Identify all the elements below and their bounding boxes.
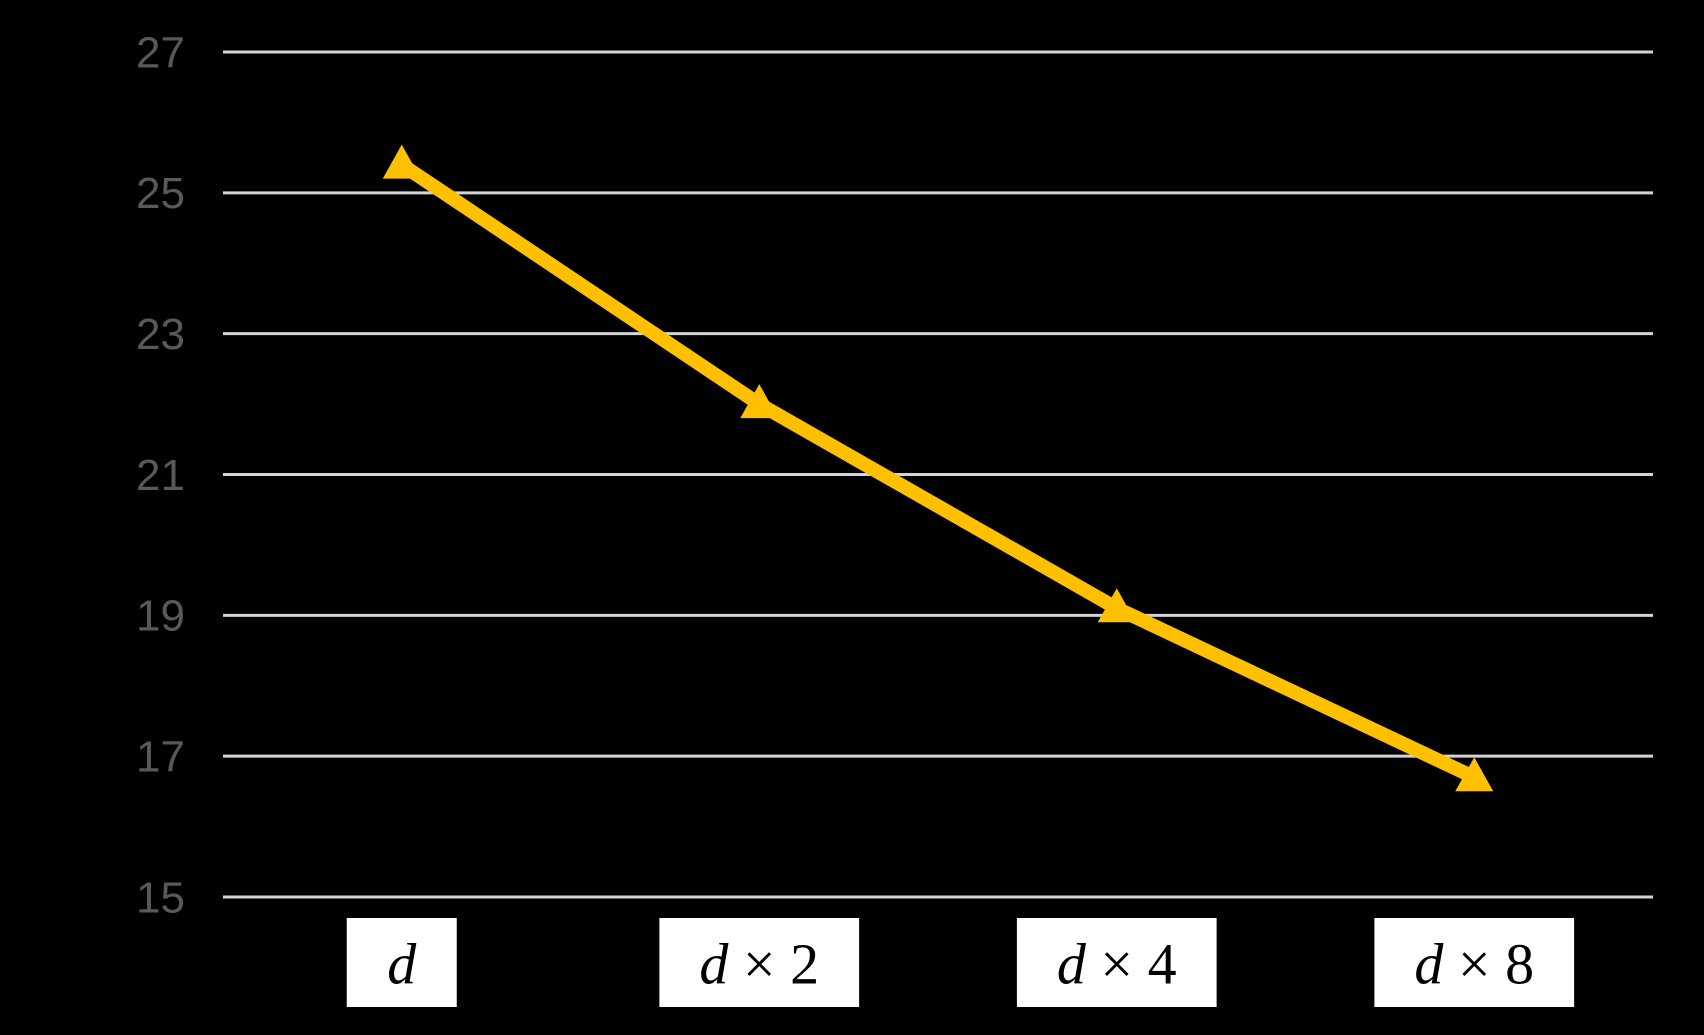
y-tick-label-21: 21 — [136, 451, 185, 500]
x-axis-label-text-1: d — [387, 931, 417, 996]
x-axis-label-box-4 — [1374, 918, 1575, 1007]
x-axis-label-box-3 — [1016, 918, 1217, 1007]
y-tick-label-25: 25 — [136, 169, 185, 218]
x-label-multiplier: × 4 — [1086, 931, 1177, 996]
y-tick-label-19: 19 — [136, 592, 185, 641]
x-axis-label-text-4: d × 8 — [1414, 931, 1534, 996]
x-label-variable: d — [1057, 931, 1087, 996]
y-tick-label-17: 17 — [136, 733, 185, 782]
x-label-multiplier: × 2 — [728, 931, 819, 996]
y-tick-label-27: 27 — [136, 28, 185, 77]
data-point-marker-3 — [1097, 588, 1136, 623]
x-label-variable: d — [387, 931, 417, 996]
x-axis-label-box-1 — [346, 918, 457, 1007]
x-label-variable: d — [699, 931, 729, 996]
x-axis-label-text-2: d × 2 — [699, 931, 819, 996]
data-point-marker-1 — [382, 144, 421, 179]
x-axis-label-text-3: d × 4 — [1057, 931, 1177, 996]
data-point-marker-2 — [740, 384, 779, 419]
x-axis-label-box-2 — [659, 918, 860, 1007]
series-line — [397, 158, 1478, 784]
x-label-variable: d — [1414, 931, 1444, 996]
x-label-multiplier: × 8 — [1443, 931, 1534, 996]
y-tick-label-15: 15 — [136, 873, 185, 922]
data-point-marker-4 — [1455, 757, 1494, 792]
y-tick-label-23: 23 — [136, 310, 185, 359]
